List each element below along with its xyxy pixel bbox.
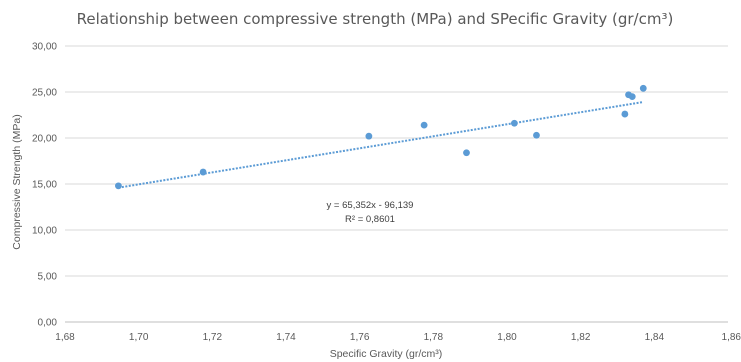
x-tick-label: 1,72	[203, 332, 223, 343]
x-tick-label: 1,80	[497, 332, 517, 343]
data-point	[621, 110, 629, 118]
data-point	[533, 131, 540, 139]
x-tick-label: 1,86	[722, 332, 741, 343]
x-tick-label: 1,84	[645, 332, 665, 343]
gridlines	[65, 45, 728, 277]
trendline-r-squared: R² = 0,8601	[345, 214, 395, 225]
x-tick-label: 1,78	[424, 332, 444, 343]
x-axis-label: Specific Gravity (gr/cm³)	[330, 348, 443, 360]
y-tick-label: 20,00	[32, 134, 57, 145]
y-tick-label: 10,00	[32, 226, 57, 237]
data-point	[420, 121, 428, 129]
data-point	[463, 149, 470, 157]
y-tick-label: 15,00	[32, 180, 57, 191]
x-tick-label: 1,74	[276, 332, 296, 343]
chart-title: Relationship between compressive strengt…	[77, 10, 674, 28]
y-tick-label: 30,00	[32, 42, 57, 53]
trendline-equation: y = 65,352x - 96,139	[327, 200, 414, 211]
x-tick-label: 1,76	[350, 332, 370, 343]
y-tick-label: 5,00	[38, 272, 58, 283]
data-point	[115, 182, 122, 190]
data-point	[628, 93, 636, 100]
x-tick-label: 1,82	[571, 332, 591, 343]
y-tick-label: 0,00	[38, 318, 58, 329]
y-tick-label: 25,00	[32, 88, 57, 99]
y-axis-label: Compressive Strength (MPa)	[11, 114, 23, 249]
x-tick-label: 1,70	[129, 332, 149, 343]
y-axis-ticks: 0,00 5,00 10,00 15,00 20,00 25,00 30,00	[32, 42, 57, 329]
data-point	[639, 84, 647, 92]
x-axis-ticks: 1,68 1,70 1,72 1,74 1,76 1,78 1,80 1,82 1,84 1,86	[55, 332, 741, 343]
x-tick-label: 1,68	[55, 332, 75, 343]
data-points	[115, 84, 647, 190]
data-point	[510, 119, 518, 127]
data-point	[365, 132, 373, 140]
data-point	[199, 168, 207, 176]
